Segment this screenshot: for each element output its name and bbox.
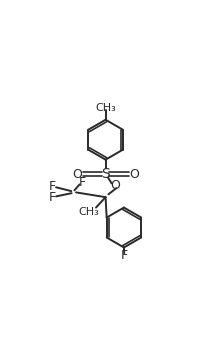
Text: CH₃: CH₃ — [78, 207, 99, 216]
Text: F: F — [121, 249, 128, 262]
Text: S: S — [101, 167, 110, 181]
Text: F: F — [79, 176, 86, 189]
Text: F: F — [49, 180, 56, 193]
Text: O: O — [110, 179, 120, 192]
Text: O: O — [129, 168, 139, 181]
Text: O: O — [72, 168, 82, 181]
Text: CH₃: CH₃ — [95, 103, 116, 113]
Text: F: F — [49, 191, 56, 205]
